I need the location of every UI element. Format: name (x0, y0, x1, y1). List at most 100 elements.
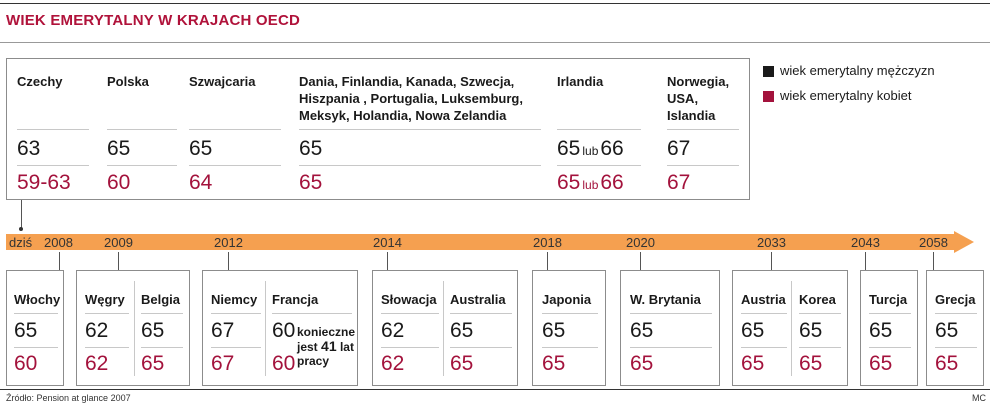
box-2033: Austria 65 65 Korea 65 65 (732, 270, 848, 386)
country-austria-women: 65 (741, 352, 765, 375)
divider (141, 347, 183, 348)
country-slowacja-men: 62 (381, 319, 405, 342)
tick-2008 (59, 252, 60, 270)
divider (542, 347, 598, 348)
country-niemcy-women: 67 (211, 352, 235, 375)
box-2058: Grecja 65 65 (926, 270, 984, 386)
divider (381, 313, 439, 314)
box-2008: Włochy 65 60 (6, 270, 64, 386)
country-group-name: Dania, Finlandia, Kanada, Szwecja, Hiszp… (299, 74, 523, 123)
divider (557, 165, 641, 166)
author-credit: MC (972, 393, 986, 403)
source-note: Źródło: Pension at glance 2007 (6, 393, 131, 403)
country-japonia-name: Japonia (542, 292, 592, 307)
country-niemcy-men: 67 (211, 319, 235, 342)
country-wbrytania-women: 65 (630, 352, 654, 375)
country-grecja-men: 65 (935, 319, 959, 342)
country-korea-name: Korea (799, 292, 836, 307)
divider (85, 313, 129, 314)
divider (799, 347, 841, 348)
country-wlochy-women: 60 (14, 352, 38, 375)
legend-men-swatch (763, 66, 774, 77)
country-korea-men: 65 (799, 319, 823, 342)
timeline-start-label: dziś (9, 235, 33, 250)
francja-work-note: konieczne jest 41 lat pracy (297, 325, 356, 368)
column-divider (134, 281, 135, 376)
country-belgia-women: 65 (141, 352, 165, 375)
divider (272, 313, 352, 314)
country-szwajcaria-name: Szwajcaria (189, 74, 256, 89)
country-norwegia-women: 67 (667, 171, 691, 194)
country-czechy-men: 63 (17, 137, 41, 160)
country-francja-women: 60 (272, 352, 296, 375)
divider (450, 313, 512, 314)
divider (211, 313, 261, 314)
divider (557, 129, 641, 130)
country-irlandia-men: 65 lub66 (557, 137, 624, 160)
timeline-year-2009: 2009 (104, 235, 133, 250)
country-wlochy-men: 65 (14, 319, 38, 342)
country-turcja-name: Turcja (869, 292, 908, 307)
country-norwegia-name: Norwegia, USA, Islandia (667, 74, 730, 123)
country-australia-name: Australia (450, 292, 506, 307)
divider (869, 347, 911, 348)
column-divider (443, 281, 444, 376)
country-francja-name: Francja (272, 292, 319, 307)
box-2018: Japonia 65 65 (532, 270, 606, 386)
country-slowacja-women: 62 (381, 352, 405, 375)
country-australia-women: 65 (450, 352, 474, 375)
country-czechy-women: 59-63 (17, 171, 71, 194)
country-belgia-name: Belgia (141, 292, 181, 307)
country-irlandia-women: 65 lub66 (557, 171, 624, 194)
country-czechy-name: Czechy (17, 74, 63, 89)
timeline-year-2018: 2018 (533, 235, 562, 250)
divider (17, 165, 89, 166)
country-belgia-men: 65 (141, 319, 165, 342)
current-ages-box: Czechy 63 59-63 Polska 65 60 Szwajcaria … (6, 58, 750, 200)
country-irlandia-name: Irlandia (557, 74, 604, 89)
box-2012: Niemcy 67 67 Francja 60 60 konieczne jes… (202, 270, 358, 386)
country-wbrytania-men: 65 (630, 319, 654, 342)
divider (14, 347, 58, 348)
column-divider (791, 281, 792, 376)
timeline-year-2020: 2020 (626, 235, 655, 250)
country-szwajcaria-women: 64 (189, 171, 213, 194)
divider (741, 347, 787, 348)
box-2009: Węgry 62 62 Belgia 65 65 (76, 270, 190, 386)
divider (869, 313, 911, 314)
divider (935, 347, 977, 348)
divider (299, 165, 541, 166)
country-group-women: 65 (299, 171, 323, 194)
top-rule (0, 3, 990, 4)
timeline-year-2008: 2008 (44, 235, 73, 250)
timeline-year-2043: 2043 (851, 235, 880, 250)
country-slowacja-name: Słowacja (381, 292, 437, 307)
tick-2043 (865, 252, 866, 270)
country-wbrytania-name: W. Brytania (630, 292, 701, 307)
box-2043: Turcja 65 65 (860, 270, 918, 386)
country-wlochy-name: Włochy (14, 292, 61, 307)
box-2014: Słowacja 62 62 Australia 65 65 (372, 270, 518, 386)
country-austria-name: Austria (741, 292, 786, 307)
divider (799, 313, 841, 314)
tick-2020 (640, 252, 641, 270)
country-austria-men: 65 (741, 319, 765, 342)
country-polska-women: 60 (107, 171, 131, 194)
legend-women-swatch (763, 91, 774, 102)
tick-2018 (547, 252, 548, 270)
country-turcja-men: 65 (869, 319, 893, 342)
tick-2012 (228, 252, 229, 270)
country-japonia-men: 65 (542, 319, 566, 342)
connector-dot (19, 227, 23, 231)
country-wegry-women: 62 (85, 352, 109, 375)
title-rule (0, 42, 990, 43)
country-korea-women: 65 (799, 352, 823, 375)
timeline-year-2058: 2058 (919, 235, 948, 250)
country-australia-men: 65 (450, 319, 474, 342)
country-group-men: 65 (299, 137, 323, 160)
tick-2058 (933, 252, 934, 270)
divider (14, 313, 58, 314)
timeline-year-2014: 2014 (373, 235, 402, 250)
country-szwajcaria-men: 65 (189, 137, 213, 160)
column-divider (265, 281, 266, 376)
